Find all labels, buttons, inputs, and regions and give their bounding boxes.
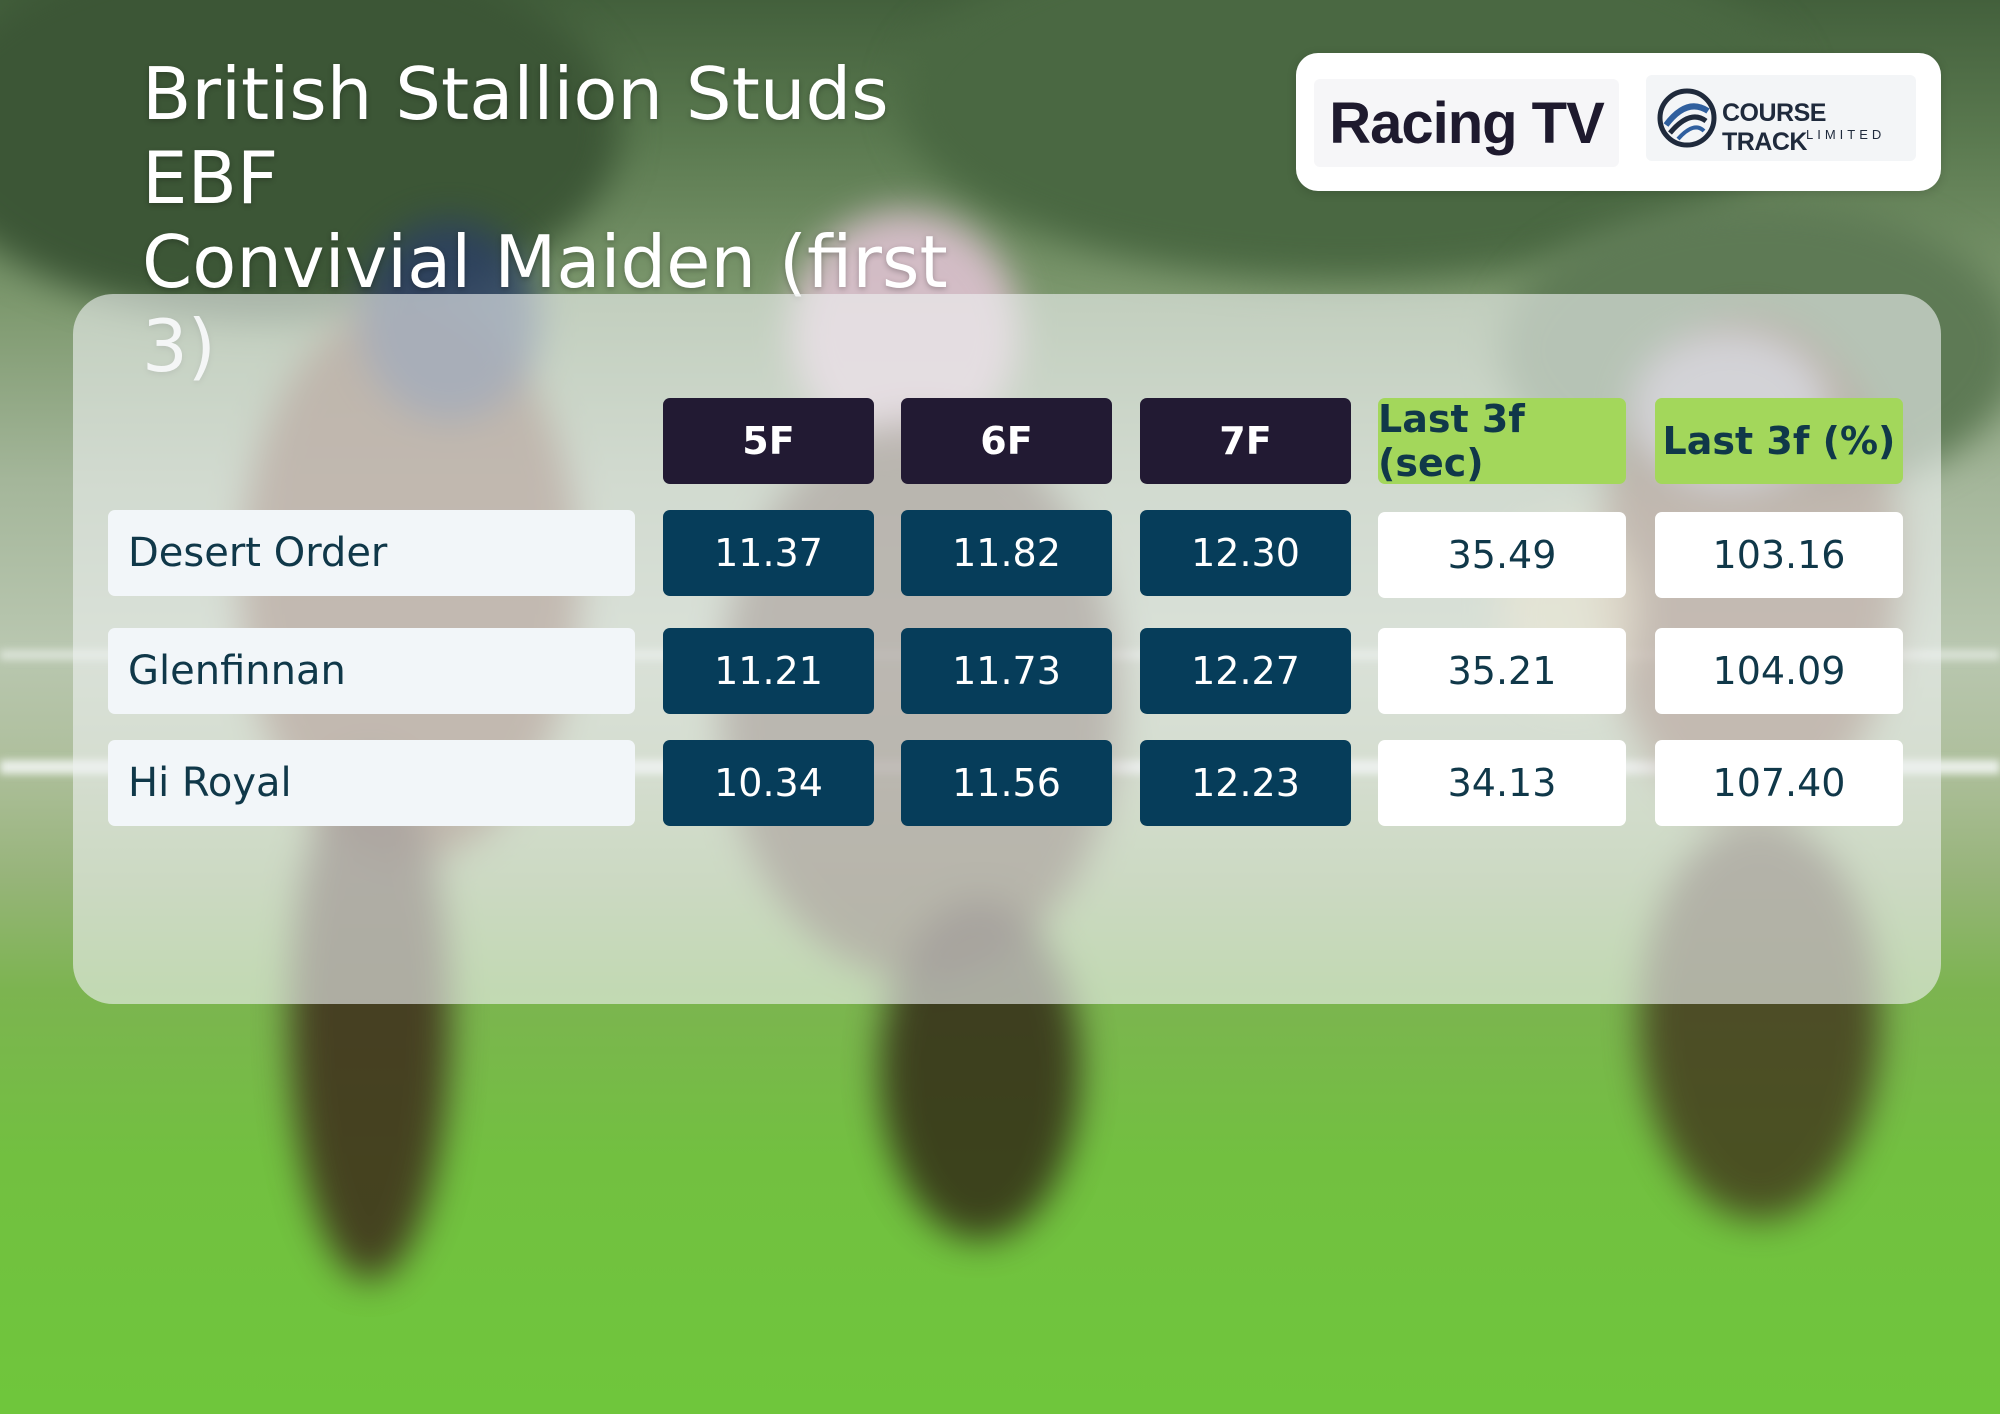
column-header-last3f-sec: Last 3f (sec) — [1378, 397, 1626, 485]
cell-value: 11.56 — [901, 740, 1112, 826]
cell-value: 107.40 — [1655, 740, 1903, 826]
cell-value: 103.16 — [1655, 512, 1903, 598]
course-track-logo: COURSE TRACK LIMITED — [1646, 75, 1916, 161]
cell-value: 12.23 — [1140, 740, 1351, 826]
cell-value: 11.37 — [663, 510, 874, 596]
cell-value: 35.21 — [1378, 628, 1626, 714]
racing-tv-logo: Racing TV — [1314, 79, 1619, 167]
row-name-desert-order: Desert Order — [108, 510, 635, 596]
cell-value: 11.82 — [901, 510, 1112, 596]
cell-value: 12.27 — [1140, 628, 1351, 714]
column-header-last3f-pct: Last 3f (%) — [1655, 398, 1903, 484]
column-header-7f: 7F — [1140, 398, 1351, 484]
cell-value: 11.73 — [901, 628, 1112, 714]
cell-value: 34.13 — [1378, 740, 1626, 826]
cell-value: 11.21 — [663, 628, 874, 714]
course-track-name: COURSE TRACK — [1722, 99, 1826, 156]
row-name-hi-royal: Hi Royal — [108, 740, 635, 826]
column-header-5f: 5F — [663, 398, 874, 484]
cell-value: 104.09 — [1655, 628, 1903, 714]
column-header-6f: 6F — [901, 398, 1112, 484]
cell-value: 35.49 — [1378, 512, 1626, 598]
course-track-subtitle: LIMITED — [1806, 127, 1886, 142]
logo-panel: Racing TV COURSE TRACK LIMITED — [1296, 53, 1941, 191]
course-track-emblem-icon — [1657, 88, 1717, 148]
row-name-glenfinnan: Glenfinnan — [108, 628, 635, 714]
cell-value: 10.34 — [663, 740, 874, 826]
cell-value: 12.30 — [1140, 510, 1351, 596]
title-line-1: British Stallion Studs EBF — [142, 52, 889, 220]
